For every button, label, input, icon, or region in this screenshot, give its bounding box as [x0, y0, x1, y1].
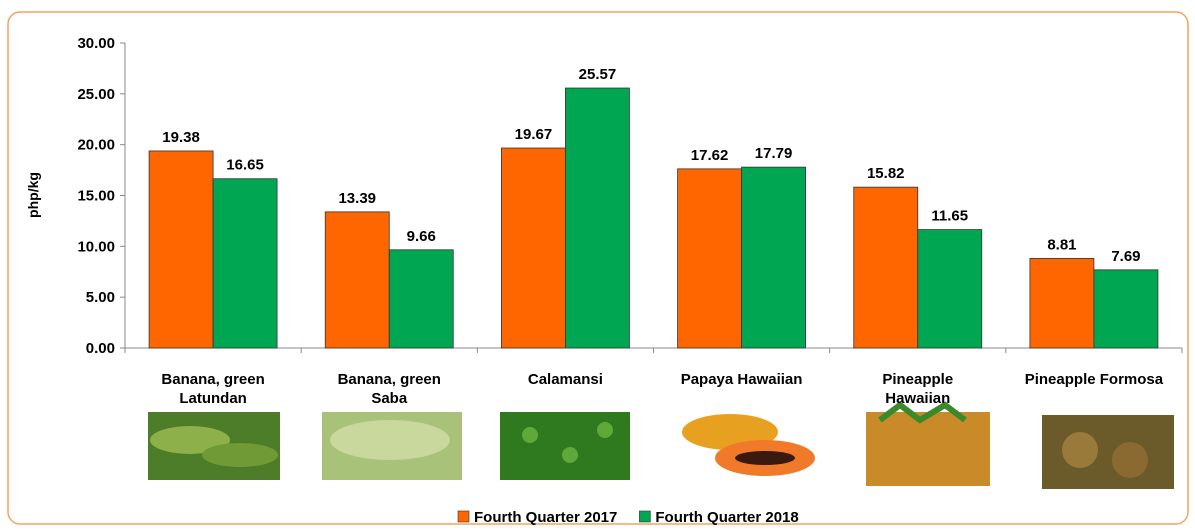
bar	[149, 151, 213, 348]
y-tick-label: 0.00	[86, 340, 115, 357]
bar	[854, 187, 918, 348]
value-label: 17.79	[755, 145, 793, 162]
bar	[1094, 270, 1158, 348]
x-tick-label: Banana, green Latundan	[143, 370, 283, 408]
value-label: 17.62	[691, 147, 729, 164]
bar	[501, 148, 565, 348]
legend-label: Fourth Quarter 2017	[474, 509, 617, 526]
x-tick-label: Pineapple Hawaiian	[848, 370, 988, 408]
x-tick-label: Pineapple Formosa	[1024, 370, 1164, 389]
legend-swatch	[639, 511, 650, 522]
value-label: 7.69	[1111, 248, 1140, 265]
chart: php/kg 0.00 5.00 10.00 15.00 20.00 25.00 30.00…	[0, 0, 1195, 530]
y-tick-label: 10.00	[77, 238, 115, 255]
y-tick-label: 20.00	[77, 137, 115, 154]
page: php/kg 0.00 5.00 10.00 15.00 20.00 25.00 30.00…	[0, 0, 1195, 530]
value-label: 25.57	[579, 66, 617, 83]
bar	[678, 169, 742, 348]
value-label: 13.39	[338, 190, 376, 207]
x-tick-label: Calamansi	[495, 370, 635, 389]
y-tick-label: 30.00	[77, 35, 115, 52]
bar	[742, 167, 806, 348]
legend-swatch	[458, 511, 469, 522]
y-axis-label: php/kg	[25, 172, 41, 218]
y-tick-label: 25.00	[77, 86, 115, 103]
bar	[389, 250, 453, 348]
x-tick-label: Papaya Hawaiian	[672, 370, 812, 389]
value-label: 8.81	[1047, 236, 1076, 253]
y-tick-label: 5.00	[86, 289, 115, 306]
value-label: 9.66	[407, 228, 436, 245]
bar	[325, 212, 389, 348]
legend-label: Fourth Quarter 2018	[655, 509, 798, 526]
value-label: 19.67	[515, 126, 553, 143]
x-tick-label: Banana, green Saba	[319, 370, 459, 408]
bar	[1030, 258, 1094, 348]
y-tick-label: 15.00	[77, 188, 115, 205]
value-label: 16.65	[226, 157, 264, 174]
value-label: 11.65	[931, 208, 968, 225]
bar	[213, 179, 277, 348]
bar	[918, 230, 982, 348]
value-label: 19.38	[162, 129, 200, 146]
value-label: 15.82	[867, 165, 905, 182]
bar	[565, 88, 629, 348]
